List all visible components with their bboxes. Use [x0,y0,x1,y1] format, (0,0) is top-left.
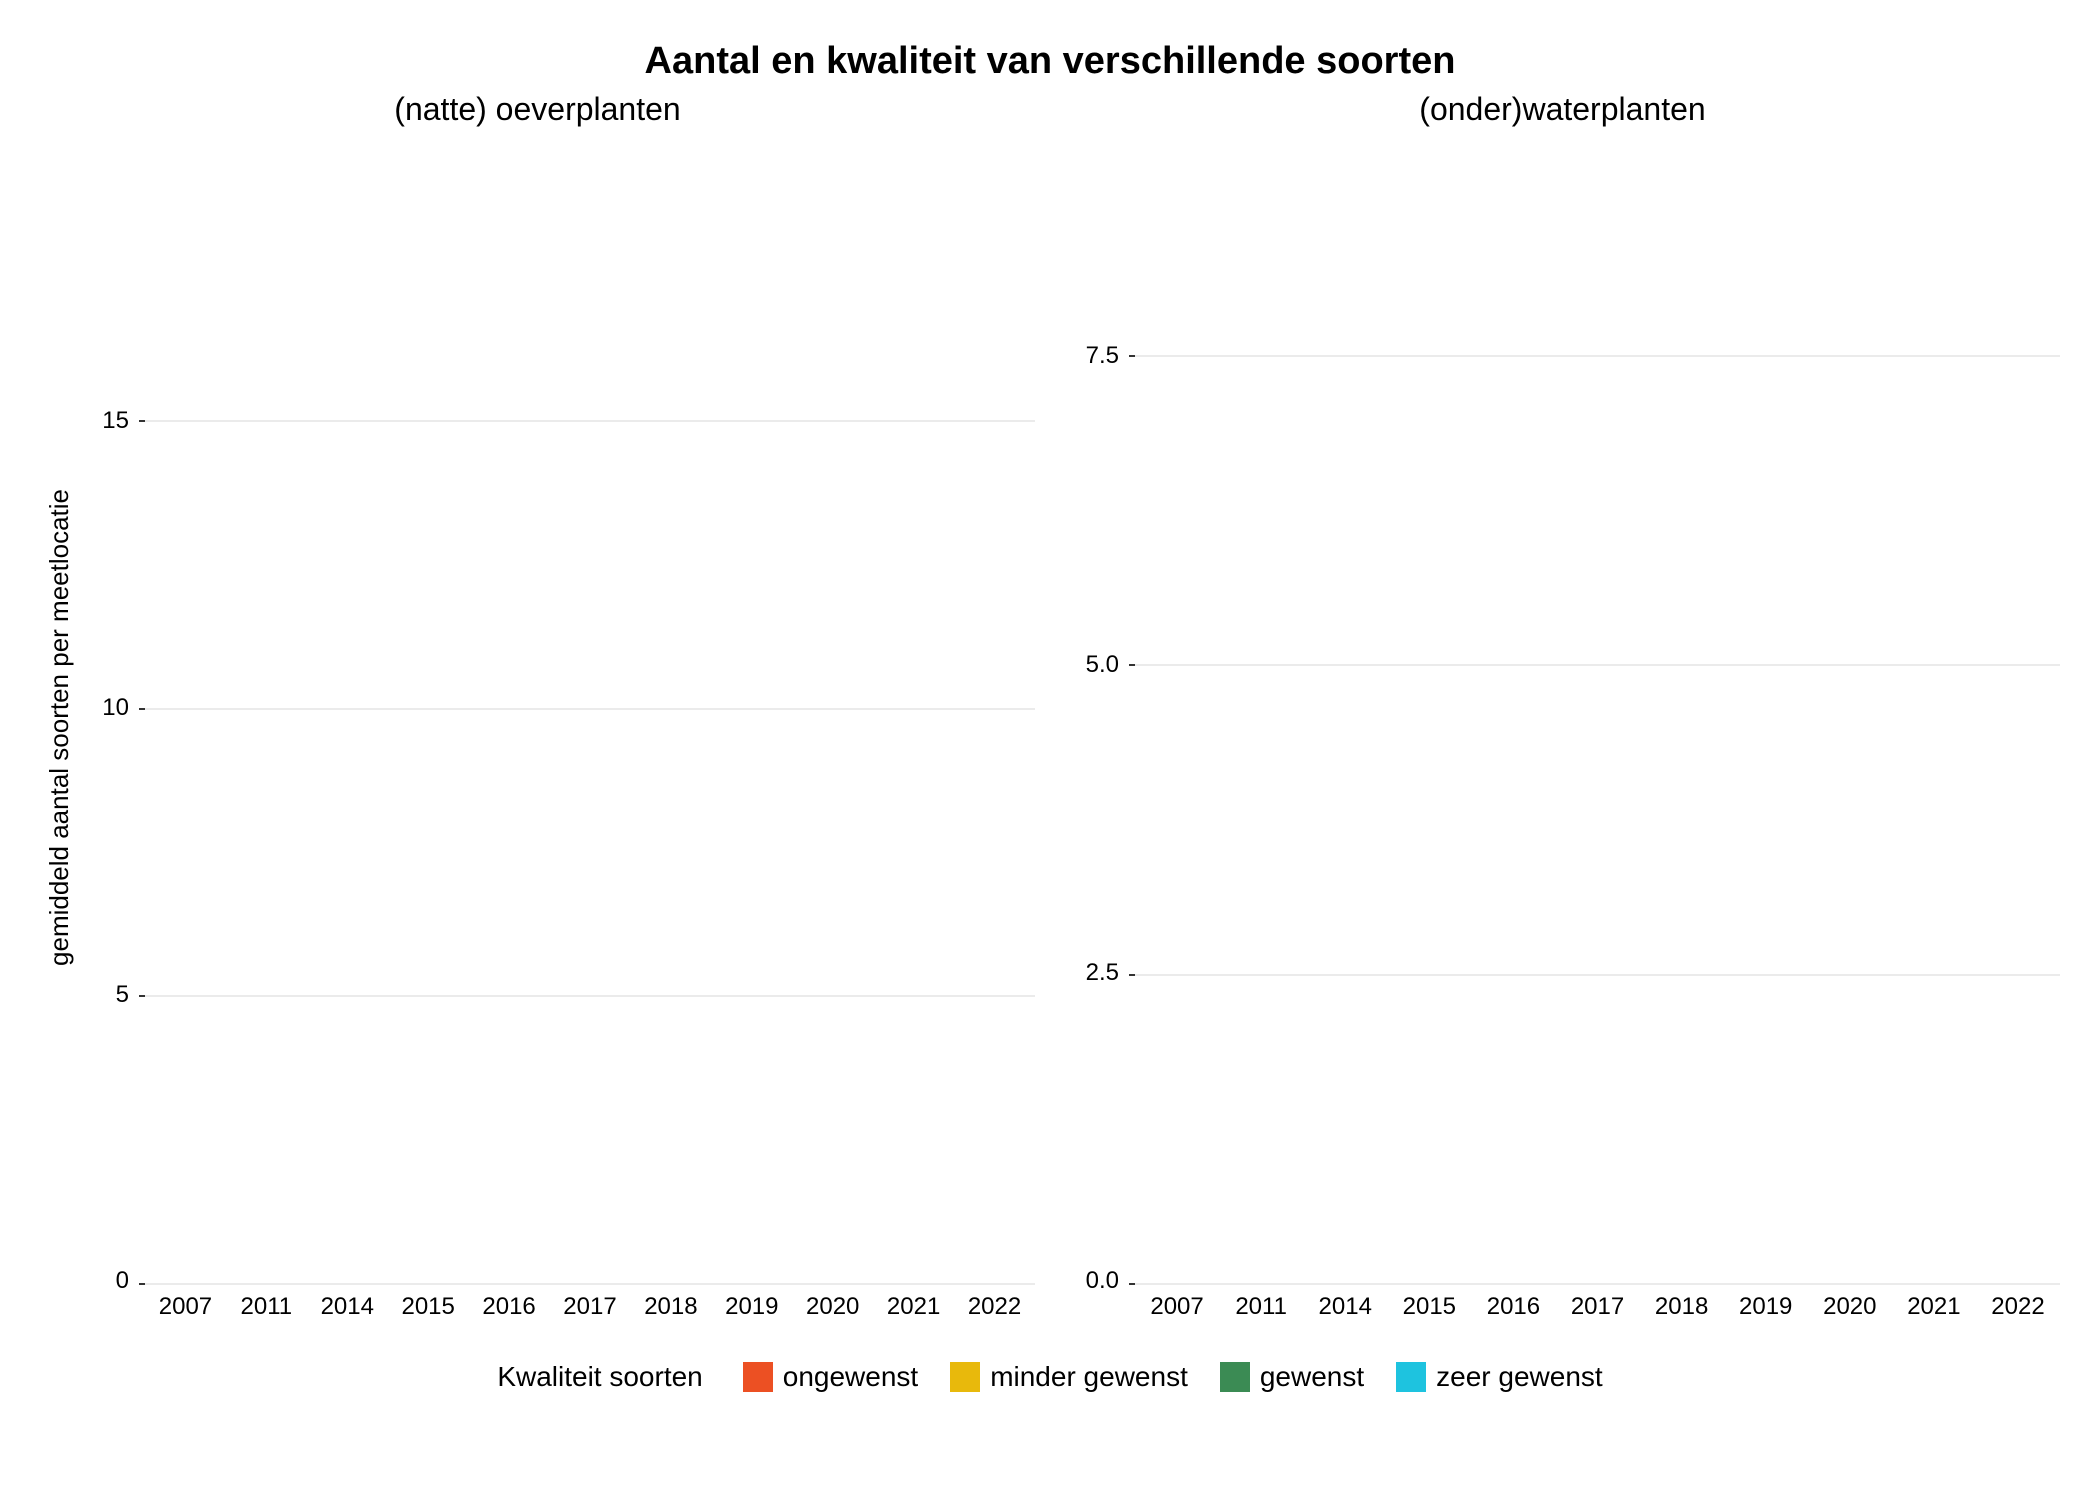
y-tick-label: 5.0 [1086,651,1119,679]
x-tick-label: 2011 [226,1293,307,1321]
legend-swatch [743,1362,773,1392]
x-tick-label: 2021 [873,1293,954,1321]
x-tick-label: 2016 [469,1293,550,1321]
panel-body: gemiddeld aantal soorten per meetlocatie… [40,134,1035,1321]
main-title: Aantal en kwaliteit van verschillende so… [40,40,2060,83]
panel-0: (natte) oeverplanten gemiddeld aantal soo… [40,91,1035,1321]
x-tick-label: 2017 [1555,1293,1639,1321]
panel-body: 0.0 2.5 5.0 7.5 2007201120142015201620172018… [1065,134,2060,1321]
y-tick-label: 2.5 [1086,959,1119,987]
x-tick-label: 2019 [711,1293,792,1321]
x-tick-label: 2011 [1219,1293,1303,1321]
x-tick-label: 2019 [1724,1293,1808,1321]
panel-title: (onder)waterplanten [1419,91,1705,128]
x-tick-label: 2022 [954,1293,1035,1321]
x-tick-label: 2007 [1135,1293,1219,1321]
legend-label: zeer gewenst [1436,1361,1603,1393]
x-tick-label: 2014 [1303,1293,1387,1321]
x-tick-label: 2020 [792,1293,873,1321]
y-tick-label: 0 [116,1267,129,1295]
y-tick-label: 0.0 [1086,1267,1119,1295]
x-tick-label: 2018 [630,1293,711,1321]
y-ticks: 0.0 2.5 5.0 7.5 [1065,134,1135,1321]
legend-item-gewenst: gewenst [1220,1361,1364,1393]
panel-title: (natte) oeverplanten [394,91,680,128]
page: Aantal en kwaliteit van verschillende so… [0,0,2100,1500]
x-tick-label: 2007 [145,1293,226,1321]
x-tick-label: 2017 [550,1293,631,1321]
chart-area: 0510152007201120142015201620172018201920… [75,134,1035,1321]
y-axis-label: gemiddeld aantal soorten per meetlocatie [40,489,75,966]
legend-swatch [950,1362,980,1392]
x-tick-label: 2014 [307,1293,388,1321]
x-tick-label: 2021 [1892,1293,1976,1321]
y-tick-label: 10 [102,694,129,722]
x-tick-label: 2016 [1471,1293,1555,1321]
bars [1135,134,2060,1285]
x-tick-label: 2018 [1640,1293,1724,1321]
legend-item-zeer_gewenst: zeer gewenst [1396,1361,1603,1393]
x-tick-label: 2020 [1808,1293,1892,1321]
legend-swatch [1220,1362,1250,1392]
x-ticks: 2007201120142015201620172018201920202021… [1135,1285,2060,1321]
plot-and-xaxis: 2007201120142015201620172018201920202021… [1135,134,2060,1321]
plot [1135,134,2060,1285]
plot-and-xaxis: 2007201120142015201620172018201920202021… [145,134,1035,1321]
panel-1: (onder)waterplanten0.02.55.07.5200720112… [1065,91,2060,1321]
x-tick-label: 2022 [1976,1293,2060,1321]
legend: Kwaliteit soorten ongewenst minder gewens… [40,1361,2060,1393]
legend-item-minder_gewenst: minder gewenst [950,1361,1188,1393]
legend-label: ongewenst [783,1361,918,1393]
legend-label: minder gewenst [990,1361,1188,1393]
panels-row: (natte) oeverplanten gemiddeld aantal soo… [40,91,2060,1321]
legend-item-ongewenst: ongewenst [743,1361,918,1393]
x-tick-label: 2015 [1387,1293,1471,1321]
y-ticks: 0 5 10 15 [75,134,145,1321]
chart-area: 0.0 2.5 5.0 7.5 2007201120142015201620172018… [1065,134,2060,1321]
y-tick-label: 15 [102,407,129,435]
legend-title: Kwaliteit soorten [497,1361,702,1393]
y-tick-label: 5 [116,981,129,1009]
plot [145,134,1035,1285]
x-ticks: 2007201120142015201620172018201920202021… [145,1285,1035,1321]
legend-label: gewenst [1260,1361,1364,1393]
bars [145,134,1035,1285]
legend-swatch [1396,1362,1426,1392]
y-tick-label: 7.5 [1086,342,1119,370]
x-tick-label: 2015 [388,1293,469,1321]
